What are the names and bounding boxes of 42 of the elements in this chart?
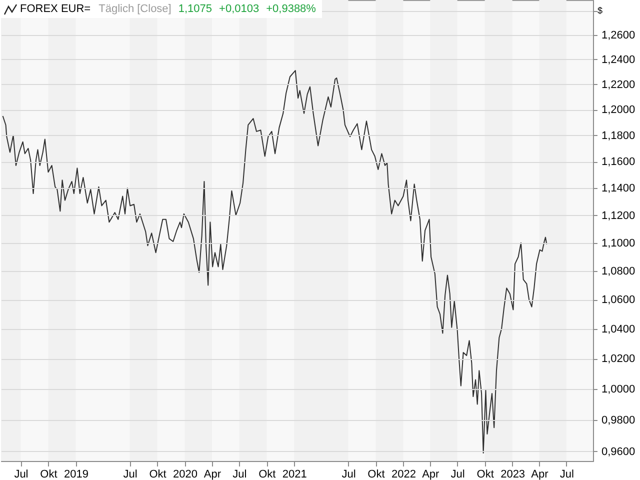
- x-tick-label: Jul: [342, 468, 356, 480]
- x-tick-label: Apr: [422, 468, 440, 480]
- x-tick-label: Jul: [123, 468, 138, 480]
- x-tick-label: Jul: [560, 468, 574, 480]
- x-tick-label: Jul: [232, 468, 247, 480]
- y-tick-label: 0,9600: [602, 446, 636, 458]
- x-tick-label: 2019: [64, 468, 88, 480]
- y-tick-label: 1,1600: [602, 156, 636, 168]
- y-tick-label: 1,0200: [602, 353, 636, 366]
- y-axis-title: $: [598, 6, 603, 16]
- y-tick-label: 1,1000: [602, 237, 636, 250]
- y-tick-label: 1,0400: [602, 323, 636, 336]
- x-tick-label: 2020: [173, 468, 198, 480]
- x-tick-label: 2021: [282, 468, 307, 480]
- x-tick-label: Jul: [14, 468, 28, 480]
- chart-title: FOREX EUR=: [20, 3, 91, 15]
- y-tick-label: 1,2600: [602, 29, 636, 42]
- x-tick-label: 2023: [500, 468, 526, 480]
- x-tick-label: Okt: [368, 468, 385, 480]
- annotation: +0,9388%: [266, 3, 316, 15]
- y-tick-label: 1,0000: [602, 383, 636, 396]
- x-tick-label: Jul: [450, 468, 465, 480]
- y-tick-label: 1,2200: [602, 78, 636, 91]
- y-tick-label: 0,9800: [602, 414, 636, 426]
- y-tick-label: 1,1800: [602, 130, 636, 142]
- y-tick-label: 1,1200: [602, 210, 636, 222]
- x-tick-label: Apr: [531, 468, 549, 480]
- y-tick-label: 1,0800: [602, 265, 636, 278]
- x-tick-label: Apr: [204, 468, 222, 480]
- y-tick-label: 1,0600: [602, 294, 636, 306]
- chart-subtitle: Täglich [Close]: [98, 3, 172, 15]
- x-tick-label: Okt: [258, 468, 276, 480]
- y-tick-label: 1,2000: [602, 104, 636, 116]
- y-tick-label: 1,2400: [602, 54, 636, 66]
- x-tick-label: Okt: [40, 468, 58, 480]
- annotation: 1,1075: [178, 3, 212, 15]
- x-tick-label: Okt: [149, 468, 166, 480]
- y-tick-label: 1,1400: [602, 182, 636, 195]
- x-tick-label: 2022: [391, 468, 416, 480]
- x-tick-label: Okt: [476, 468, 494, 480]
- annotation: +0,0103: [219, 3, 260, 15]
- line-series: [2, 70, 548, 454]
